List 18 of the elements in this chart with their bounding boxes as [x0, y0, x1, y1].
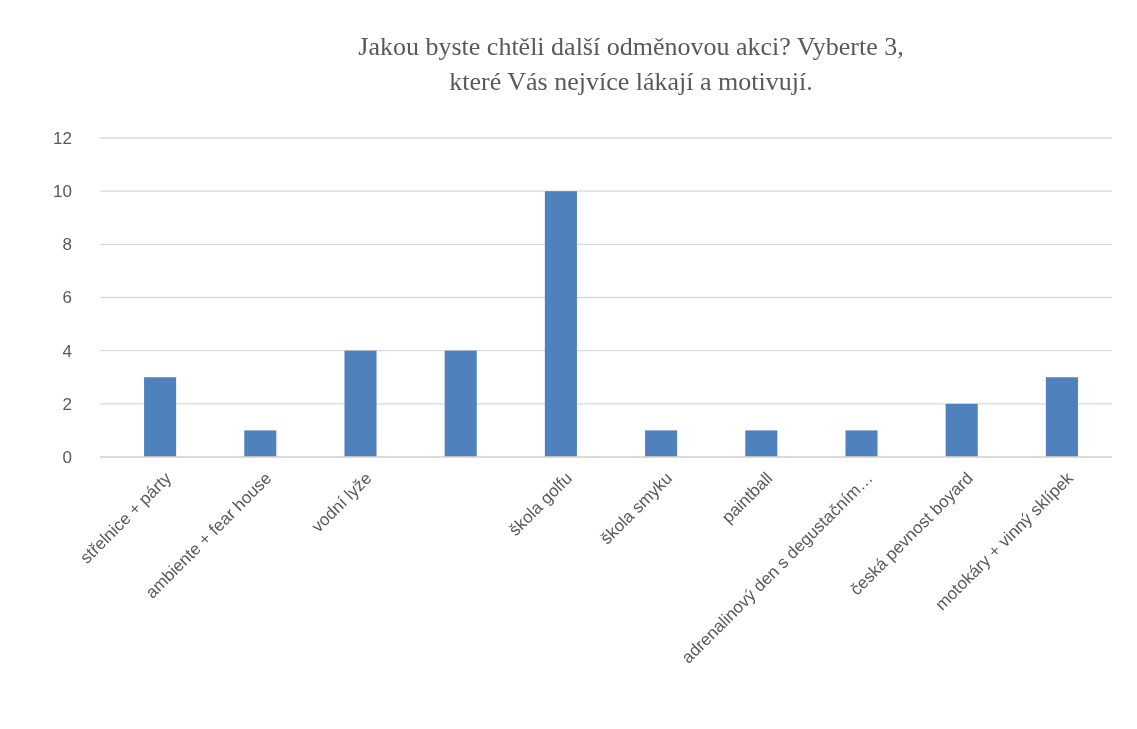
bar: [344, 350, 377, 457]
y-tick-label: 8: [62, 235, 72, 255]
bar: [845, 430, 878, 457]
bar: [444, 350, 477, 457]
bar: [645, 430, 678, 457]
bar: [544, 191, 577, 457]
y-tick-label: 4: [62, 341, 72, 361]
chart-title: Jakou byste chtěli další odměnovou akci? Vyberte 3, které Vás nejvíce lákají a motivují.: [358, 32, 904, 96]
bar: [945, 403, 978, 457]
bar: [144, 377, 177, 457]
y-tick-label: 12: [53, 128, 72, 148]
y-tick-label: 10: [53, 182, 72, 202]
y-tick-label: 2: [62, 394, 72, 414]
bar: [244, 430, 277, 457]
bar: [1045, 377, 1078, 457]
bar: [745, 430, 778, 457]
y-tick-label: 6: [62, 288, 72, 308]
y-tick-label: 0: [62, 447, 72, 467]
